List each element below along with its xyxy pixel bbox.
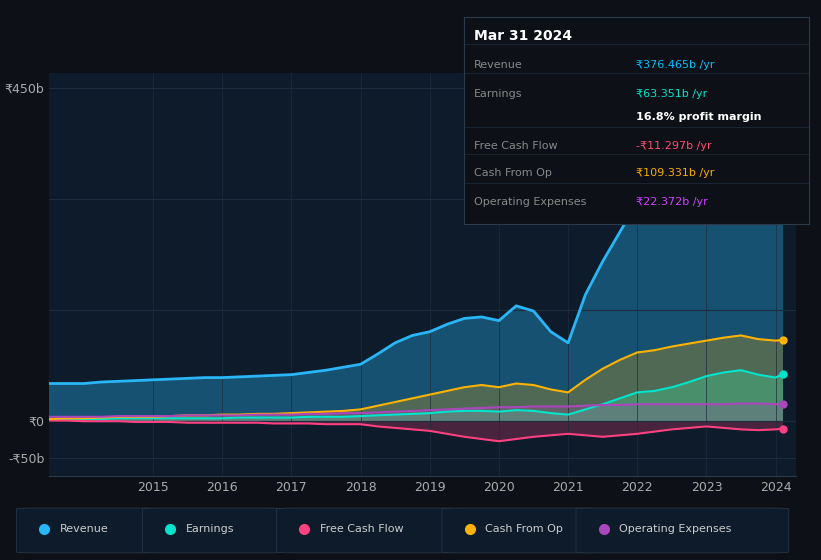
Text: ₹63.351b /yr: ₹63.351b /yr <box>636 90 708 99</box>
Text: ₹22.372b /yr: ₹22.372b /yr <box>636 197 708 207</box>
FancyBboxPatch shape <box>442 508 599 553</box>
Text: -₹11.297b /yr: -₹11.297b /yr <box>636 141 712 151</box>
Text: Revenue: Revenue <box>475 60 523 71</box>
Text: Mar 31 2024: Mar 31 2024 <box>475 29 572 43</box>
Text: Revenue: Revenue <box>60 524 108 534</box>
FancyBboxPatch shape <box>277 508 458 553</box>
Text: Operating Expenses: Operating Expenses <box>619 524 732 534</box>
FancyBboxPatch shape <box>576 508 789 553</box>
Text: Earnings: Earnings <box>475 90 523 99</box>
FancyBboxPatch shape <box>143 508 284 553</box>
FancyBboxPatch shape <box>16 508 158 553</box>
Text: Operating Expenses: Operating Expenses <box>475 197 586 207</box>
Text: Earnings: Earnings <box>186 524 234 534</box>
Text: Free Cash Flow: Free Cash Flow <box>320 524 403 534</box>
Text: ₹109.331b /yr: ₹109.331b /yr <box>636 168 714 178</box>
Text: Free Cash Flow: Free Cash Flow <box>475 141 557 151</box>
Text: ₹376.465b /yr: ₹376.465b /yr <box>636 60 715 71</box>
Text: Cash From Op: Cash From Op <box>485 524 563 534</box>
Text: Cash From Op: Cash From Op <box>475 168 552 178</box>
Text: 16.8% profit margin: 16.8% profit margin <box>636 112 762 122</box>
